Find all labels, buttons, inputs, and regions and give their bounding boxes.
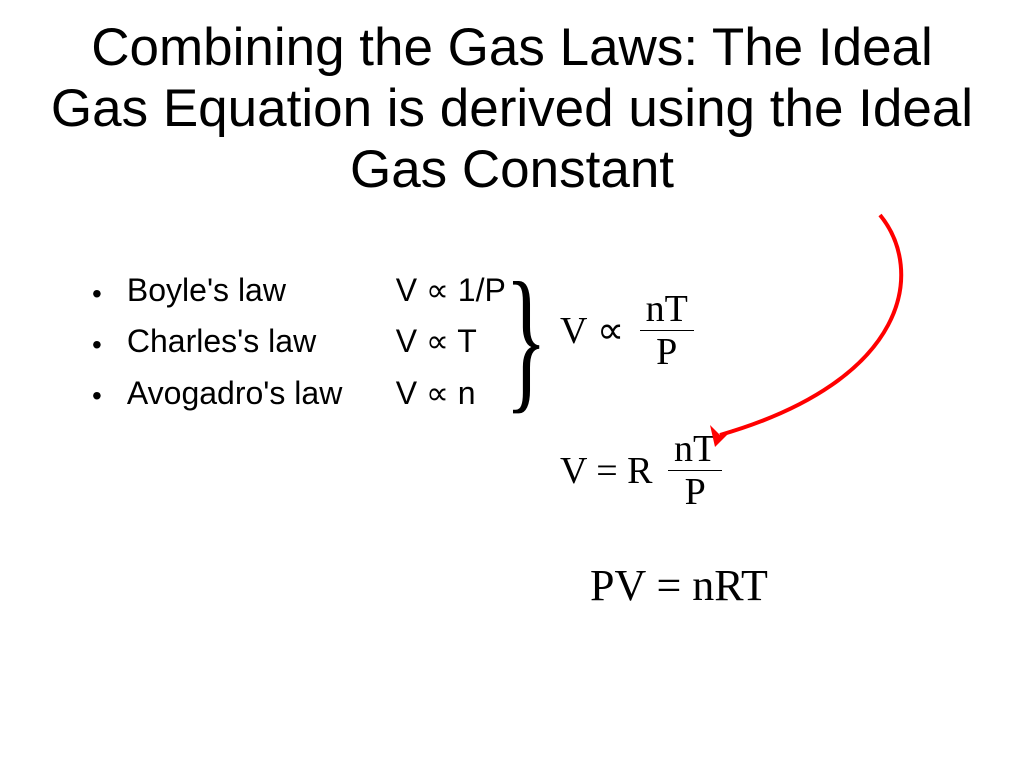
law-relation: V ∝ T — [396, 317, 477, 367]
slide-title: Combining the Gas Laws: The Ideal Gas Eq… — [40, 18, 984, 201]
bullet-row: Boyle's law V ∝ 1/P — [92, 266, 506, 317]
equation-with-r: V = R nT P — [560, 430, 722, 511]
law-name: Charles's law — [127, 317, 387, 367]
bullet-dot-icon — [92, 268, 118, 318]
bullet-dot-icon — [92, 319, 118, 369]
fraction: nT P — [640, 290, 694, 371]
arrow-curve — [720, 215, 901, 435]
bullet-row: Avogadro's law V ∝ n — [92, 369, 506, 420]
equation-ideal-gas: PV = nRT — [590, 560, 768, 611]
bullet-dot-icon — [92, 370, 118, 420]
law-relation: V ∝ n — [396, 369, 476, 419]
law-relation: V ∝ 1/P — [396, 266, 506, 316]
equation-combined: V ∝ nT P — [560, 290, 694, 371]
slide: Combining the Gas Laws: The Ideal Gas Eq… — [0, 0, 1024, 768]
bullet-row: Charles's law V ∝ T — [92, 317, 506, 368]
law-name: Boyle's law — [127, 266, 387, 316]
fraction: nT P — [668, 430, 722, 511]
law-name: Avogadro's law — [127, 369, 387, 419]
curly-brace-icon: } — [505, 258, 547, 418]
bullet-list: Boyle's law V ∝ 1/P Charles's law V ∝ T … — [92, 266, 506, 420]
